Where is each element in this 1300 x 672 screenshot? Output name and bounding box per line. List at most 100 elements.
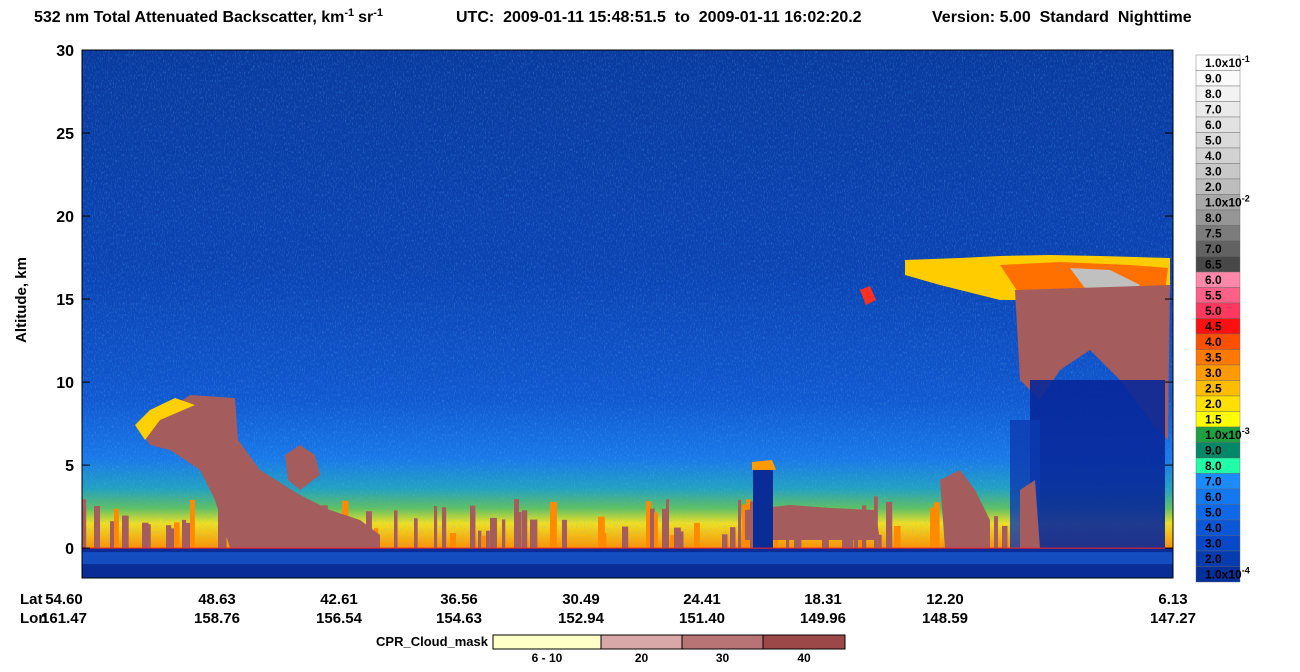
- colorbar-label: 5.0: [1205, 304, 1222, 318]
- colorbar-label-base: 1.0x10: [1205, 428, 1242, 442]
- noise-speckle: [82, 50, 1173, 549]
- low-cloud: [858, 536, 865, 549]
- low-cloud: [414, 518, 418, 549]
- low-cloud: [486, 530, 490, 549]
- low-cloud: [798, 534, 802, 549]
- low-cloud: [142, 522, 149, 549]
- low-cloud: [434, 506, 438, 549]
- low-cloud: [394, 510, 398, 549]
- cpr-legend-label: 20: [635, 651, 649, 665]
- colorbar-label: 2.0: [1205, 552, 1222, 566]
- colorbar-label-exp: -2: [1242, 194, 1250, 204]
- low-cloud: [94, 506, 101, 549]
- lat-label: 36.56: [440, 591, 478, 608]
- y-axis-label: Altitude, km: [13, 257, 30, 343]
- low-cloud: [550, 501, 557, 549]
- lon-label: 156.54: [316, 610, 363, 627]
- y-tick-label: 5: [65, 458, 74, 475]
- low-cloud: [722, 534, 728, 549]
- colorbar-cell: [1195, 566, 1241, 583]
- low-cloud: [114, 508, 119, 549]
- cloud: [1020, 480, 1040, 548]
- low-cloud: [146, 524, 151, 549]
- low-cloud: [598, 516, 605, 549]
- lat-label: 42.61: [320, 591, 358, 608]
- low-cloud: [622, 526, 629, 549]
- colorbar-label-exp: -3: [1242, 426, 1250, 436]
- x-row-label: Lat: [20, 591, 43, 608]
- cpr-legend-label: 30: [716, 651, 730, 665]
- low-cloud: [602, 532, 607, 549]
- colorbar-label: 3.0: [1205, 537, 1222, 551]
- colorbar-label: 8.0: [1205, 87, 1222, 101]
- low-cloud: [662, 508, 669, 549]
- low-cloud: [674, 527, 681, 549]
- colorbar-label: 1.5: [1205, 413, 1222, 427]
- low-cloud: [742, 504, 748, 549]
- lat-label: 12.20: [926, 591, 964, 608]
- cpr-legend-label: 40: [797, 651, 811, 665]
- cloud-edge: [135, 398, 195, 440]
- colorbar-label: 5.0: [1205, 506, 1222, 520]
- colorbar-label: 6.0: [1205, 490, 1222, 504]
- title-sup: -1: [344, 7, 354, 19]
- lon-label: 161.47: [41, 610, 87, 627]
- y-tick-label: 25: [56, 126, 74, 143]
- low-cloud: [694, 522, 700, 549]
- colorbar-label-base: 1.0x10: [1205, 568, 1242, 582]
- colorbar-label: 7.0: [1205, 475, 1222, 489]
- low-cloud: [122, 515, 129, 549]
- colorbar-label: 1.0x10-2: [1205, 194, 1250, 210]
- lat-label: 6.13: [1158, 591, 1187, 608]
- subsurface-band: [82, 552, 1173, 565]
- low-cloud: [894, 525, 901, 549]
- colorbar-label: 7.0: [1205, 242, 1222, 256]
- colorbar-label-exp: -1: [1242, 54, 1250, 64]
- cpr-legend-swatch: [492, 634, 602, 650]
- low-cloud: [442, 507, 447, 549]
- cloud: [745, 505, 880, 540]
- low-cloud: [994, 516, 998, 549]
- colorbar-label: 4.0: [1205, 149, 1222, 163]
- low-cloud: [654, 512, 658, 549]
- colorbar-label: 8.0: [1205, 211, 1222, 225]
- colorbar-label: 5.5: [1205, 289, 1222, 303]
- cloud: [140, 395, 380, 548]
- colorbar-label: 3.5: [1205, 351, 1222, 365]
- low-cloud: [186, 522, 192, 549]
- low-cloud: [730, 527, 736, 549]
- colorbar-label-base: 1.0x10: [1205, 56, 1242, 70]
- colorbar-label: 1.0x10-4: [1205, 566, 1250, 582]
- low-cloud: [170, 528, 177, 549]
- colorbar-label: 6.5: [1205, 258, 1222, 272]
- attenuated-column: [1030, 380, 1165, 548]
- low-cloud: [934, 502, 940, 549]
- colorbar-label: 7.0: [1205, 103, 1222, 117]
- attenuated-column: [753, 470, 773, 548]
- low-cloud: [886, 501, 893, 549]
- colorbar-label: 1.0x10-1: [1205, 54, 1250, 70]
- low-cloud: [562, 519, 567, 549]
- low-cloud: [522, 510, 528, 549]
- lon-label: 152.94: [558, 610, 605, 627]
- colorbar-label: 1.0x10-3: [1205, 426, 1250, 442]
- colorbar-label: 9.0: [1205, 72, 1222, 86]
- colorbar-label: 9.0: [1205, 444, 1222, 458]
- colorbar-label: 4.0: [1205, 335, 1222, 349]
- lat-label: 48.63: [198, 591, 236, 608]
- low-cloud: [478, 530, 482, 549]
- colorbar-label: 2.0: [1205, 397, 1222, 411]
- low-cloud: [502, 519, 506, 549]
- cpr-legend-label: 6 - 10: [532, 651, 563, 665]
- low-cloud: [530, 519, 535, 549]
- cpr-legend-swatch: [762, 634, 846, 650]
- colorbar-label-exp: -4: [1242, 566, 1250, 576]
- low-cloud: [174, 522, 180, 549]
- lat-label: 30.49: [562, 591, 600, 608]
- cloud: [285, 445, 320, 490]
- colorbar-label: 5.0: [1205, 134, 1222, 148]
- low-cloud: [482, 535, 488, 549]
- lon-label: 148.59: [922, 610, 968, 627]
- colorbar-label-base: 1.0x10: [1205, 196, 1242, 210]
